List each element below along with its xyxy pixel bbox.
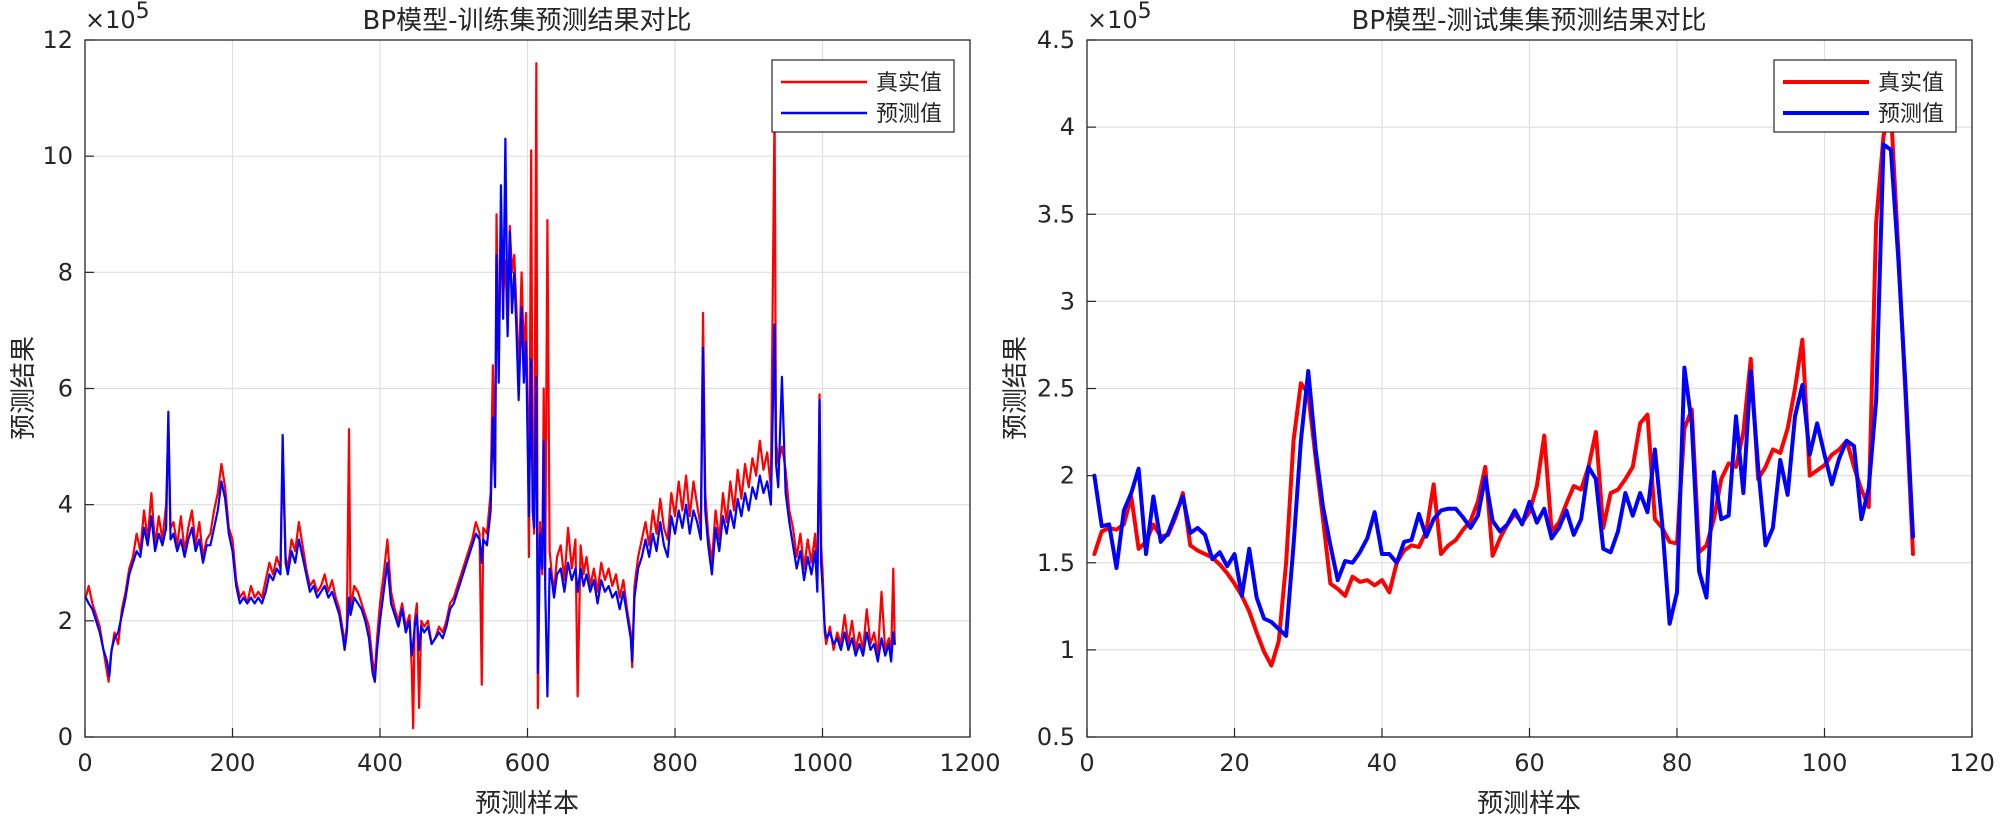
legend-label-pred: 预测值 — [876, 102, 942, 127]
legend: 真实值 预测值 — [1773, 59, 1957, 133]
y-tick-label: 8 — [58, 258, 73, 286]
x-tick-label: 1200 — [939, 749, 1000, 777]
x-tick-label: 60 — [1514, 749, 1545, 777]
x-tick-label: 20 — [1219, 749, 1250, 777]
x-tick-label: 120 — [1949, 749, 1995, 777]
x-tick-label: 400 — [357, 749, 403, 777]
y-tick-label: 10 — [42, 142, 73, 170]
y-tick-label: 2 — [1060, 462, 1075, 490]
legend-label-pred: 预测值 — [1878, 102, 1944, 127]
x-axis-ticks: 0 200 400 600 800 1000 1200 — [77, 728, 1001, 777]
x-axis-ticks: 0 20 40 60 80 100 120 — [1079, 728, 1995, 777]
x-tick-label: 0 — [77, 749, 92, 777]
y-tick-label: 1.5 — [1037, 549, 1075, 577]
y-tick-label: 4.5 — [1037, 26, 1075, 54]
series-layer — [84, 62, 896, 730]
y-axis-ticks: 0 2 4 6 8 10 12 — [42, 26, 94, 751]
y-axis-ticks: 0.5 1 1.5 2 2.5 3 3.5 4 4.5 — [1037, 26, 1096, 751]
y-tick-label: 4 — [58, 491, 73, 519]
y-axis-label: 预测结果 — [1001, 336, 1031, 440]
x-tick-label: 600 — [505, 749, 551, 777]
legend-box — [771, 59, 955, 133]
y-tick-label: 0.5 — [1037, 723, 1075, 751]
x-tick-label: 40 — [1367, 749, 1398, 777]
y-scale-factor: ×105 — [85, 0, 150, 34]
legend-label-true: 真实值 — [1878, 71, 1944, 96]
chart-title: BP模型-训练集预测结果对比 — [363, 6, 692, 36]
grid — [1087, 40, 1972, 737]
y-tick-label: 1 — [1060, 636, 1075, 664]
series-line-true — [1092, 107, 1915, 668]
y-tick-label: 3.5 — [1037, 200, 1075, 228]
y-tick-label: 6 — [58, 375, 73, 403]
y-axis-label: 预测结果 — [9, 336, 39, 440]
x-tick-label: 80 — [1662, 749, 1693, 777]
y-scale-factor: ×105 — [1087, 0, 1152, 34]
x-tick-label: 200 — [210, 749, 256, 777]
x-tick-label: 1000 — [792, 749, 853, 777]
y-tick-label: 3 — [1060, 287, 1075, 315]
x-axis-label: 预测样本 — [475, 789, 579, 819]
y-tick-label: 12 — [42, 26, 73, 54]
x-tick-label: 100 — [1802, 749, 1848, 777]
x-tick-label: 0 — [1079, 749, 1094, 777]
legend-label-true: 真实值 — [876, 71, 942, 96]
train-chart: 0 200 400 600 800 1000 1200 0 2 4 6 8 10 12 BP模型-训练集… — [9, 0, 1001, 819]
y-tick-label: 2.5 — [1037, 375, 1075, 403]
test-chart: 0 20 40 60 80 100 120 0.5 1 1.5 2 2.5 3 3.5 4 4.5 BP模型… — [1001, 0, 1995, 819]
legend-box — [1773, 59, 1957, 133]
y-tick-label: 4 — [1060, 113, 1075, 141]
series-line-pred — [1092, 142, 1915, 638]
chart-title: BP模型-测试集集预测结果对比 — [1352, 6, 1707, 36]
y-tick-label: 0 — [58, 723, 73, 751]
legend: 真实值 预测值 — [771, 59, 955, 133]
x-axis-label: 预测样本 — [1477, 789, 1581, 819]
series-line-pred — [84, 137, 896, 698]
x-tick-label: 800 — [652, 749, 698, 777]
y-tick-label: 2 — [58, 607, 73, 635]
series-layer — [1092, 107, 1915, 668]
